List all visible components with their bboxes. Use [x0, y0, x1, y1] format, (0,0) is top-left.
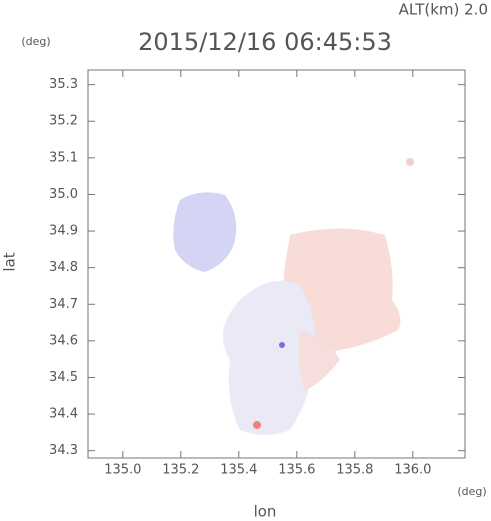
y-tick-label: 34.3: [49, 443, 78, 458]
y-tick-label: 34.5: [49, 370, 78, 385]
y-tick-label: 34.9: [49, 224, 78, 239]
plot-frame: [87, 69, 466, 459]
echo-region: [298, 330, 340, 390]
y-axis-label: lat: [1, 252, 19, 271]
x-tick-label: 135.0: [104, 463, 141, 478]
x-axis-label: lon: [254, 503, 277, 521]
echo-region: [253, 421, 261, 429]
subtitle: ALT(km) 2.0: [399, 1, 488, 19]
x-tick-label: 135.8: [336, 463, 373, 478]
y-tick-label: 34.8: [49, 260, 78, 275]
y-tick-label: 35.2: [49, 114, 78, 129]
y-tick-label: 35.0: [49, 187, 78, 202]
y-tick-label: 35.3: [49, 77, 78, 92]
y-tick-label: 34.4: [49, 407, 78, 422]
echo-region: [222, 280, 316, 435]
x-tick-label: 135.2: [162, 463, 199, 478]
x-tick-label: 135.6: [278, 463, 315, 478]
x-tick-label: 135.4: [220, 463, 257, 478]
x-tick-label: 136.0: [394, 463, 431, 478]
echo-field: [173, 158, 414, 435]
echo-region: [406, 158, 414, 166]
y-tick-label: 35.1: [49, 150, 78, 165]
y-unit: (deg): [21, 35, 50, 48]
chart-title: 2015/12/16 06:45:53: [138, 28, 392, 56]
y-tick-label: 34.6: [49, 333, 78, 348]
y-tick-label: 34.7: [49, 297, 78, 312]
x-unit: (deg): [457, 485, 486, 498]
echo-region: [279, 342, 285, 348]
echo-region: [173, 192, 237, 272]
